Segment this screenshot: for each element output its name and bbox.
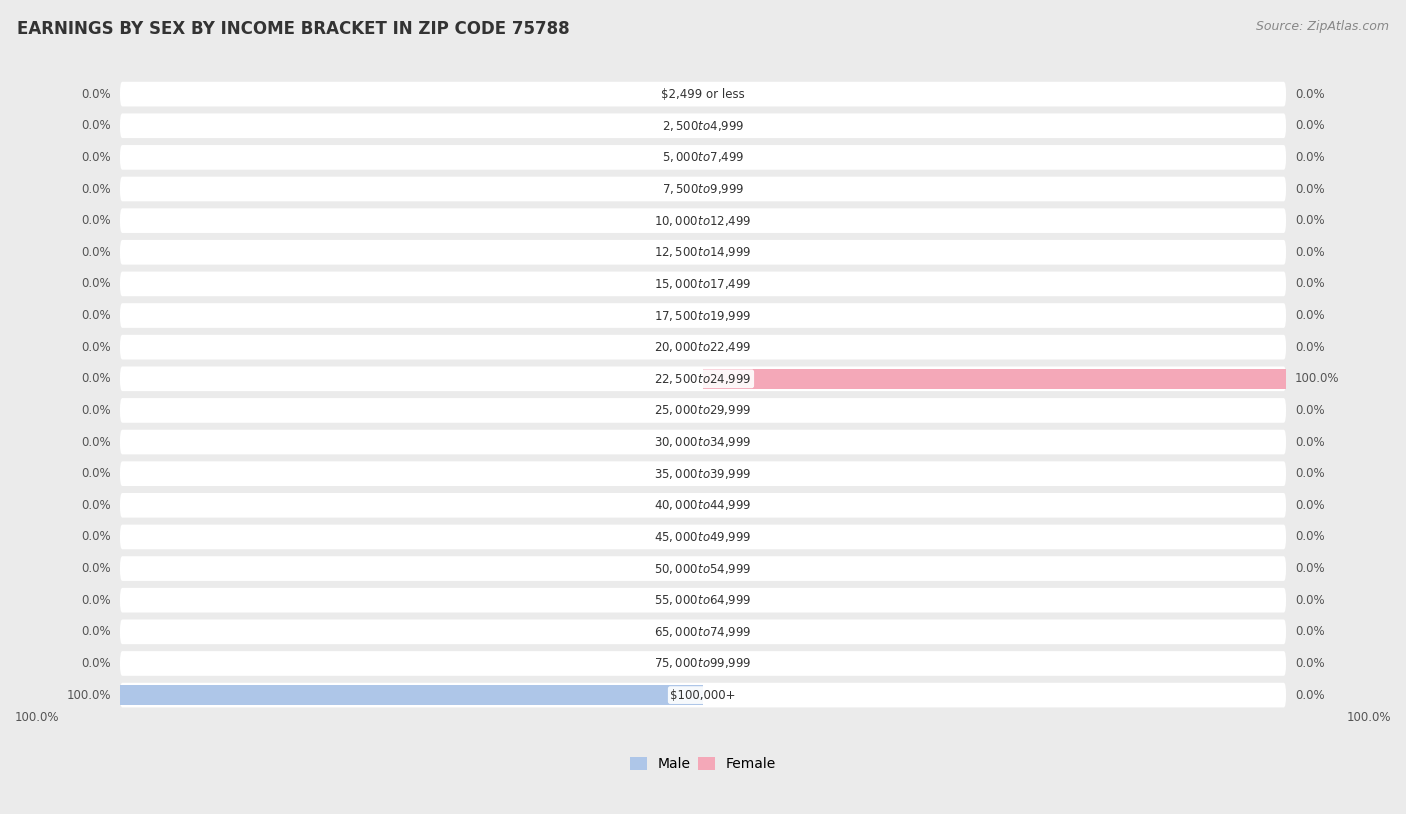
Text: 0.0%: 0.0%	[82, 278, 111, 291]
Text: $2,500 to $4,999: $2,500 to $4,999	[662, 119, 744, 133]
Text: $55,000 to $64,999: $55,000 to $64,999	[654, 593, 752, 607]
Text: $45,000 to $49,999: $45,000 to $49,999	[654, 530, 752, 544]
FancyBboxPatch shape	[120, 524, 1286, 549]
Text: 0.0%: 0.0%	[1295, 151, 1324, 164]
FancyBboxPatch shape	[120, 462, 1286, 486]
FancyBboxPatch shape	[120, 177, 1286, 201]
Text: 0.0%: 0.0%	[1295, 214, 1324, 227]
Text: $5,000 to $7,499: $5,000 to $7,499	[662, 151, 744, 164]
Text: $35,000 to $39,999: $35,000 to $39,999	[654, 466, 752, 481]
Text: 0.0%: 0.0%	[82, 657, 111, 670]
FancyBboxPatch shape	[120, 619, 1286, 644]
Text: Source: ZipAtlas.com: Source: ZipAtlas.com	[1256, 20, 1389, 33]
Bar	[120, 685, 703, 705]
Text: 100.0%: 100.0%	[15, 711, 59, 724]
Text: EARNINGS BY SEX BY INCOME BRACKET IN ZIP CODE 75788: EARNINGS BY SEX BY INCOME BRACKET IN ZIP…	[17, 20, 569, 38]
FancyBboxPatch shape	[120, 303, 1286, 328]
Text: 0.0%: 0.0%	[82, 341, 111, 353]
Text: 0.0%: 0.0%	[1295, 625, 1324, 638]
Text: 0.0%: 0.0%	[82, 246, 111, 259]
Text: 0.0%: 0.0%	[1295, 246, 1324, 259]
Text: $25,000 to $29,999: $25,000 to $29,999	[654, 404, 752, 418]
FancyBboxPatch shape	[120, 398, 1286, 422]
FancyBboxPatch shape	[120, 651, 1286, 676]
FancyBboxPatch shape	[120, 588, 1286, 613]
FancyBboxPatch shape	[120, 556, 1286, 581]
Text: 100.0%: 100.0%	[1347, 711, 1391, 724]
Text: 100.0%: 100.0%	[1295, 372, 1340, 385]
Text: $75,000 to $99,999: $75,000 to $99,999	[654, 656, 752, 671]
Text: 0.0%: 0.0%	[82, 467, 111, 480]
Text: $17,500 to $19,999: $17,500 to $19,999	[654, 309, 752, 322]
Text: $40,000 to $44,999: $40,000 to $44,999	[654, 498, 752, 512]
Text: 0.0%: 0.0%	[82, 499, 111, 512]
Text: 0.0%: 0.0%	[1295, 657, 1324, 670]
Text: 0.0%: 0.0%	[1295, 309, 1324, 322]
Text: 0.0%: 0.0%	[82, 151, 111, 164]
FancyBboxPatch shape	[120, 272, 1286, 296]
Text: 100.0%: 100.0%	[66, 689, 111, 702]
Text: $100,000+: $100,000+	[671, 689, 735, 702]
Text: 0.0%: 0.0%	[1295, 593, 1324, 606]
Text: 0.0%: 0.0%	[82, 88, 111, 101]
Text: 0.0%: 0.0%	[82, 531, 111, 544]
Text: 0.0%: 0.0%	[1295, 689, 1324, 702]
Text: 0.0%: 0.0%	[1295, 467, 1324, 480]
Text: $30,000 to $34,999: $30,000 to $34,999	[654, 435, 752, 449]
Text: $15,000 to $17,499: $15,000 to $17,499	[654, 277, 752, 291]
Text: 0.0%: 0.0%	[82, 435, 111, 449]
Text: $22,500 to $24,999: $22,500 to $24,999	[654, 372, 752, 386]
Text: 0.0%: 0.0%	[1295, 341, 1324, 353]
Text: 0.0%: 0.0%	[1295, 531, 1324, 544]
Text: 0.0%: 0.0%	[82, 593, 111, 606]
Text: 0.0%: 0.0%	[1295, 435, 1324, 449]
Text: 0.0%: 0.0%	[1295, 499, 1324, 512]
Text: $12,500 to $14,999: $12,500 to $14,999	[654, 245, 752, 260]
Text: 0.0%: 0.0%	[82, 404, 111, 417]
FancyBboxPatch shape	[120, 145, 1286, 169]
Text: 0.0%: 0.0%	[82, 309, 111, 322]
Text: $65,000 to $74,999: $65,000 to $74,999	[654, 625, 752, 639]
FancyBboxPatch shape	[120, 81, 1286, 107]
Text: 0.0%: 0.0%	[82, 625, 111, 638]
Text: 0.0%: 0.0%	[1295, 278, 1324, 291]
Text: $2,499 or less: $2,499 or less	[661, 88, 745, 101]
FancyBboxPatch shape	[120, 113, 1286, 138]
Text: 0.0%: 0.0%	[1295, 88, 1324, 101]
Text: 0.0%: 0.0%	[1295, 404, 1324, 417]
Legend: Male, Female: Male, Female	[624, 751, 782, 777]
FancyBboxPatch shape	[120, 366, 1286, 392]
Text: $10,000 to $12,499: $10,000 to $12,499	[654, 213, 752, 228]
FancyBboxPatch shape	[120, 208, 1286, 233]
Text: 0.0%: 0.0%	[82, 120, 111, 132]
FancyBboxPatch shape	[120, 430, 1286, 454]
Text: 0.0%: 0.0%	[82, 182, 111, 195]
Text: $7,500 to $9,999: $7,500 to $9,999	[662, 182, 744, 196]
Text: $20,000 to $22,499: $20,000 to $22,499	[654, 340, 752, 354]
FancyBboxPatch shape	[120, 335, 1286, 360]
Text: 0.0%: 0.0%	[1295, 120, 1324, 132]
FancyBboxPatch shape	[120, 683, 1286, 707]
Text: 0.0%: 0.0%	[82, 562, 111, 575]
Bar	[703, 369, 1286, 388]
Text: 0.0%: 0.0%	[82, 214, 111, 227]
FancyBboxPatch shape	[120, 493, 1286, 518]
Text: 0.0%: 0.0%	[82, 372, 111, 385]
Text: $50,000 to $54,999: $50,000 to $54,999	[654, 562, 752, 575]
Text: 0.0%: 0.0%	[1295, 562, 1324, 575]
FancyBboxPatch shape	[120, 240, 1286, 265]
Text: 0.0%: 0.0%	[1295, 182, 1324, 195]
